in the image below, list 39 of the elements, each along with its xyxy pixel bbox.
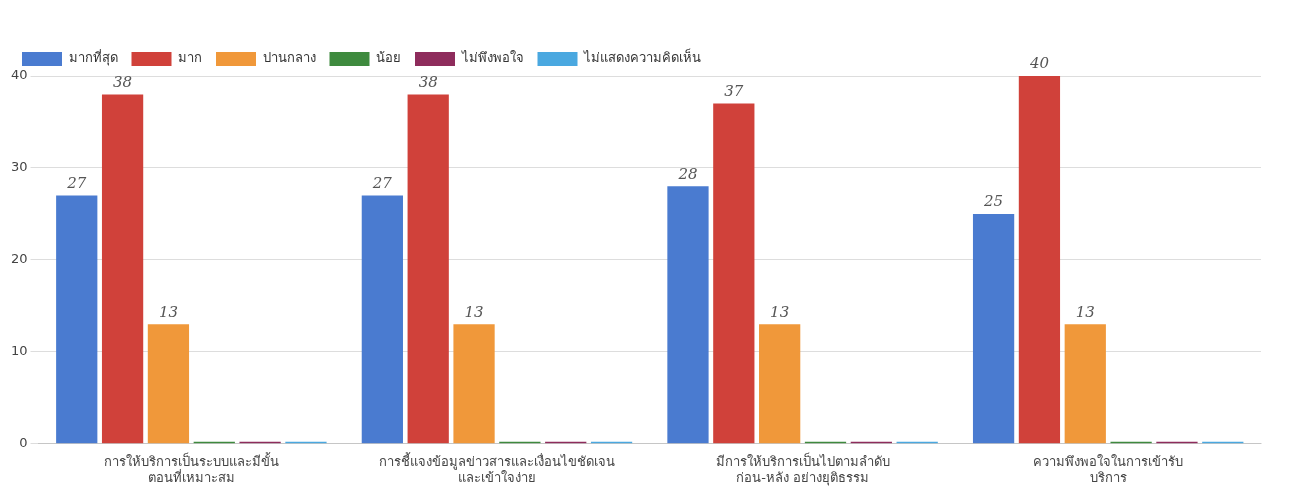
bar [147,324,190,444]
legend-label: มากที่สุด [68,49,118,67]
bar [407,94,449,444]
bar [1064,324,1106,444]
legend-label: น้อย [376,50,401,66]
bar [713,103,755,444]
bar [759,324,801,444]
bar [56,195,98,444]
data-label: 13 [158,302,178,321]
bar [101,94,144,444]
data-label: 38 [113,72,133,91]
x-tick-label: ความพึงพอใจในการเข้ารับ บริการ [1033,453,1184,485]
legend-label: ปานกลาง [262,50,316,66]
data-label: 13 [1075,302,1095,321]
x-tick-label: การชี้แจงข้อมูลข่าวสารและเงื่อนไขชัดเจน และเข้าใจง่าย [378,451,615,485]
y-tick-label: 0 [19,435,28,451]
data-label: 38 [418,72,438,91]
data-label: 13 [770,302,790,321]
data-label: 28 [677,164,698,183]
y-tick-label: 40 [11,67,28,83]
bar [972,213,1015,444]
bar [1018,76,1061,444]
y-tick-label: 20 [11,251,28,267]
legend-label: ไม่พึงพอใจ [460,50,524,66]
data-label: 27 [66,173,87,192]
data-label: 13 [464,302,484,321]
bar [453,324,495,444]
legend-label: มาก [178,50,202,66]
legend-label: ไม่แสดงความคิดเห็น [583,48,701,66]
bar [667,186,709,444]
data-label: 27 [371,173,393,192]
x-tick-label: การให้บริการเป็นระบบและมีขั้น ตอนที่เหมาะสม [103,451,279,485]
data-label: 40 [1028,54,1050,73]
y-tick-label: 30 [11,159,28,175]
y-tick-label: 10 [11,343,28,359]
x-tick-label: มีการให้บริการเป็นไปตามลำดับ ก่อน-หลัง อย่างยุติธรรม [715,451,890,486]
bar [361,195,403,444]
data-label: 25 [983,192,1004,211]
data-label: 37 [724,81,744,100]
